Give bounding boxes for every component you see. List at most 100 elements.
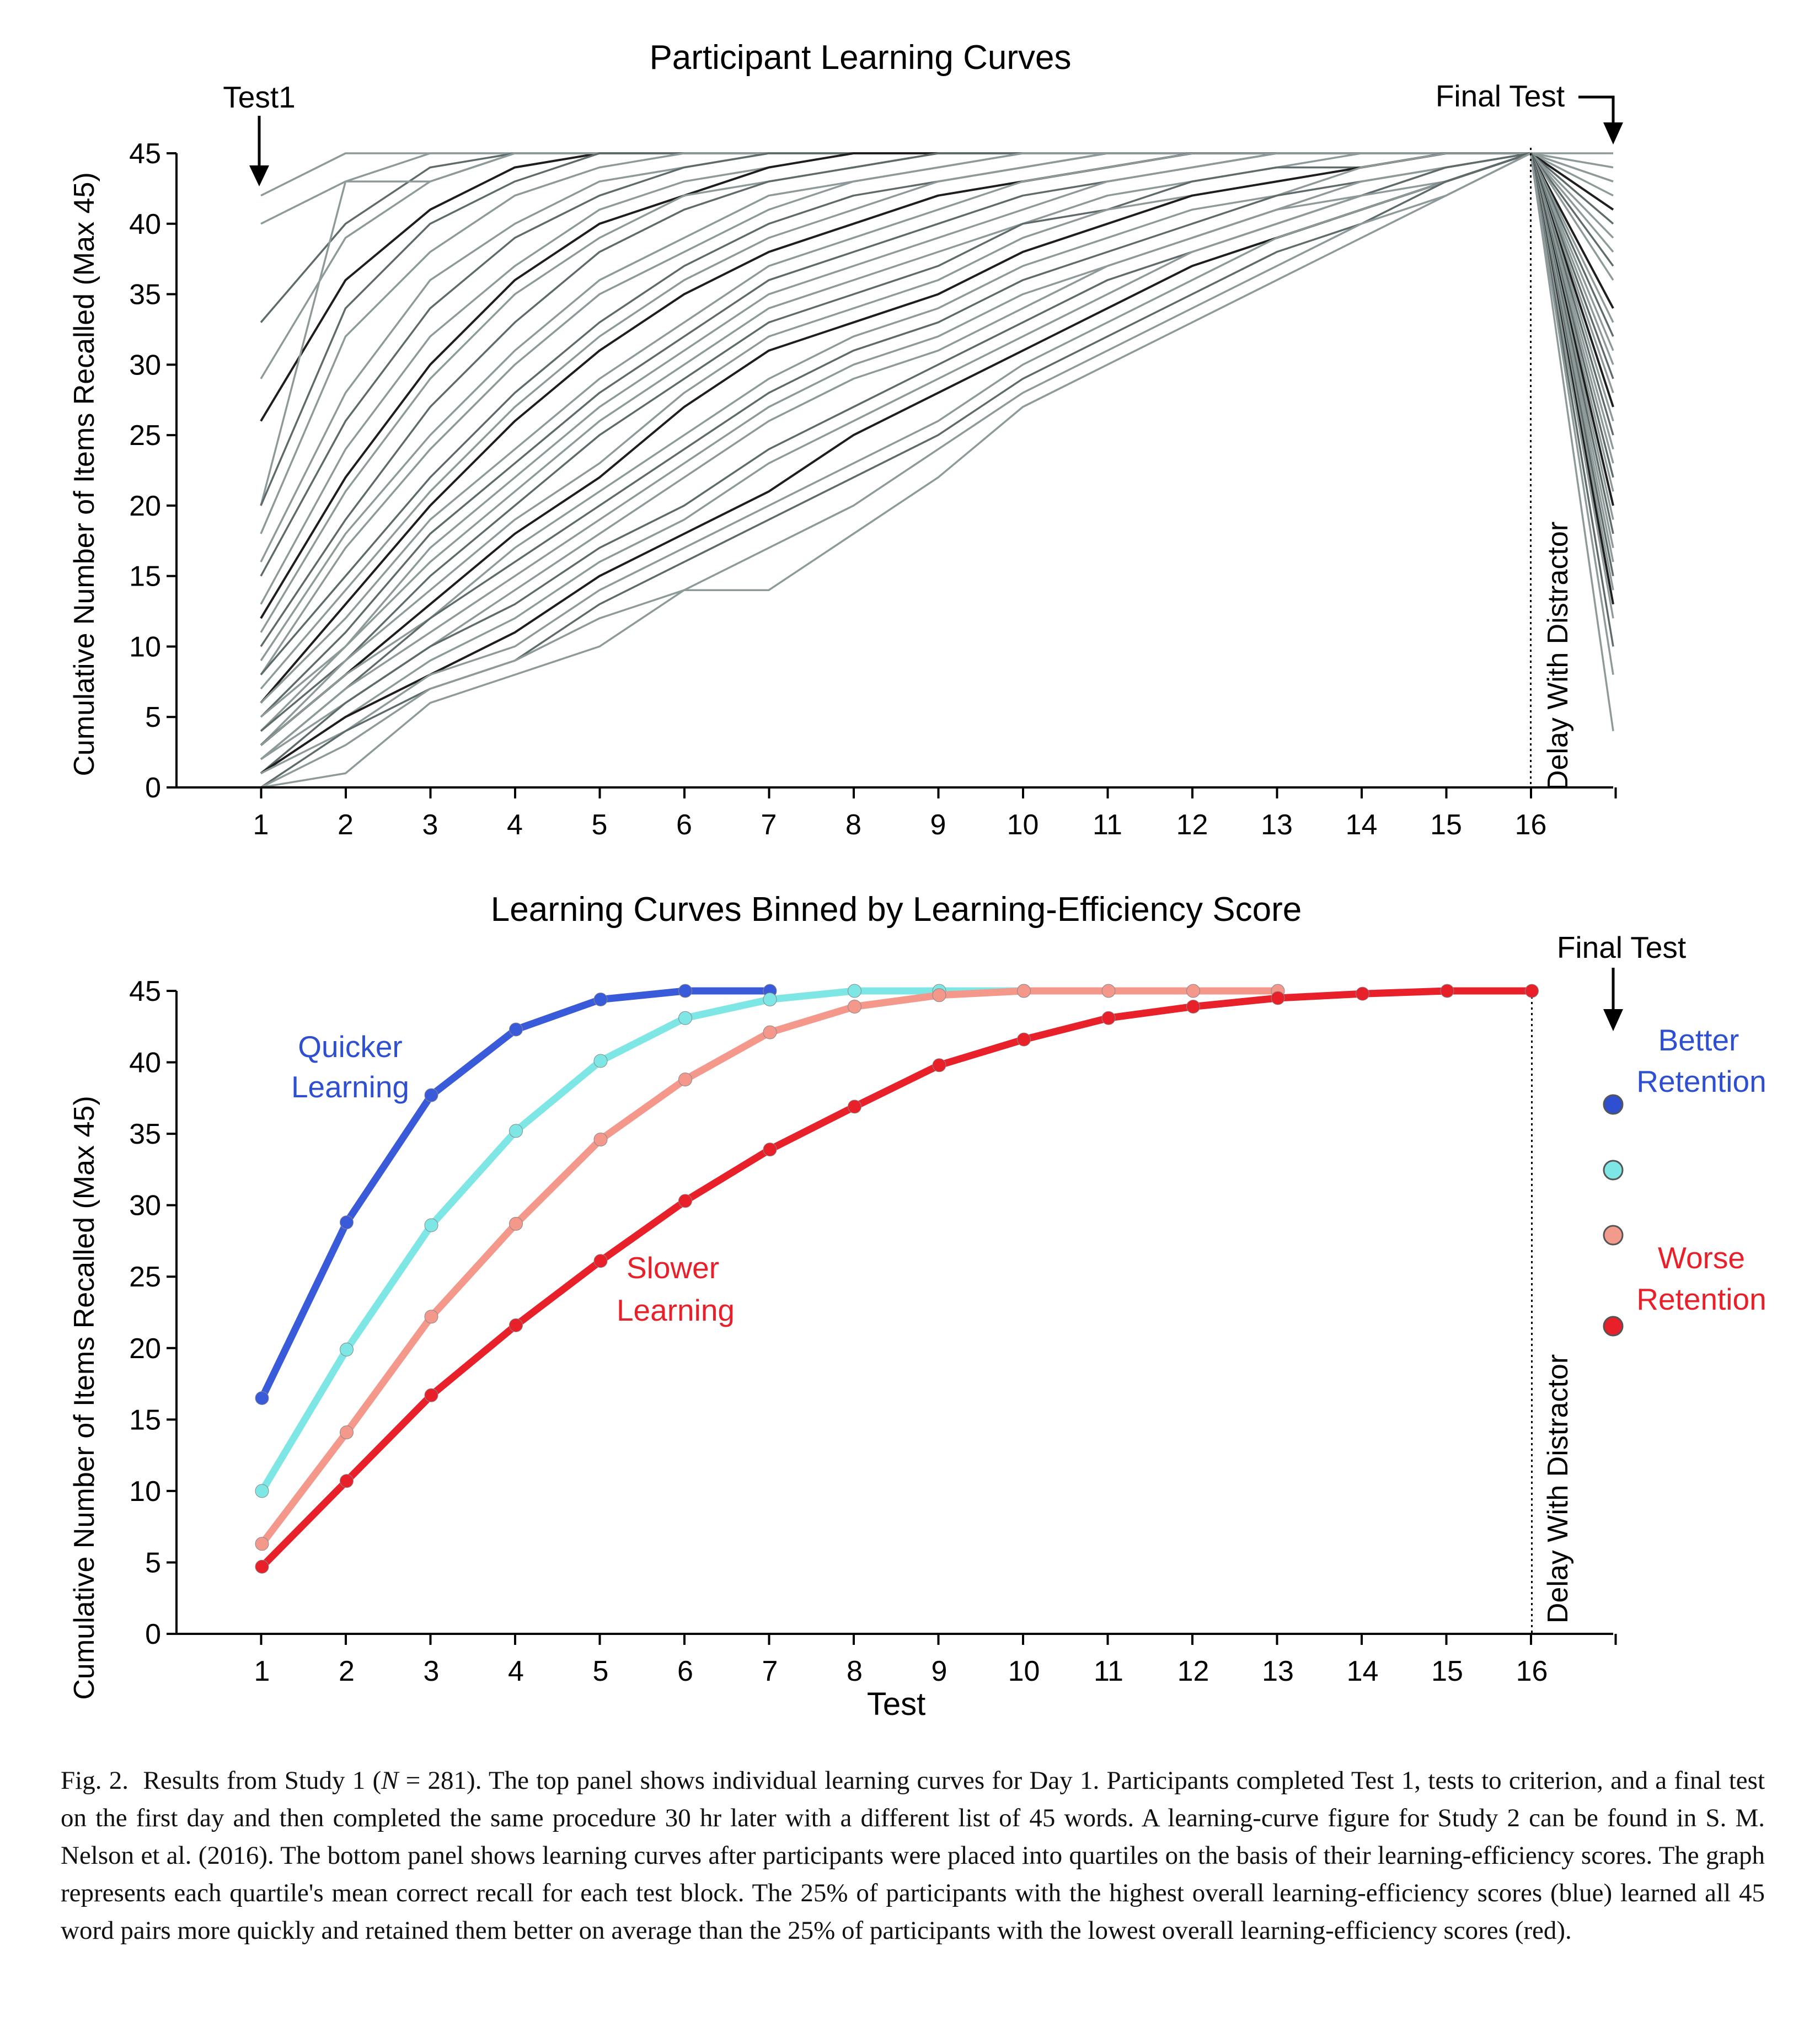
caption-n-symbol: N xyxy=(381,1766,399,1795)
x-tick-label: 3 xyxy=(424,1655,440,1687)
y-tick-label: 5 xyxy=(145,701,161,733)
x-tick-label: 6 xyxy=(676,809,692,841)
test1-annotation: Test1 xyxy=(223,80,295,114)
participant-curve xyxy=(260,152,1614,704)
slower-label-line2: Learning xyxy=(617,1293,735,1327)
x-tick-label: 5 xyxy=(593,1655,609,1687)
quartile-point xyxy=(763,1025,777,1039)
quartile-point xyxy=(424,1388,438,1402)
participant-curve xyxy=(260,152,1614,760)
y-tick-label: 45 xyxy=(129,138,161,170)
slower-label-line1: Slower xyxy=(627,1251,719,1285)
x-tick-label: 13 xyxy=(1261,809,1293,841)
participant-curve xyxy=(260,152,1614,647)
x-tick-label: 14 xyxy=(1347,1655,1379,1687)
y-tick-label: 35 xyxy=(129,1118,161,1150)
participant-learning-curves-chart: Participant Learning Curves Cumulative N… xyxy=(68,39,1623,841)
final-test-annotation: Final Test xyxy=(1436,79,1565,113)
y-tick-label: 25 xyxy=(129,1261,161,1293)
quartile-point xyxy=(593,1132,608,1146)
y-axis-label: Cumulative Number of Items Recalled (Max… xyxy=(68,172,100,776)
quartile-point xyxy=(1101,984,1116,998)
quartile-point xyxy=(763,1143,777,1157)
x-tick-label: 15 xyxy=(1430,809,1462,841)
participant-curve xyxy=(260,152,1614,732)
binned-learning-curves-chart: Learning Curves Binned by Learning-Effic… xyxy=(68,891,1767,1722)
quartile-point xyxy=(678,1073,692,1087)
y-tick-label: 40 xyxy=(129,1047,161,1079)
quartile-point xyxy=(255,1484,269,1498)
participant-lines xyxy=(260,152,1614,789)
quartile-point xyxy=(1186,984,1200,998)
quicker-label-line1: Quicker xyxy=(298,1029,403,1064)
participant-curve xyxy=(260,152,1614,760)
quartile-point xyxy=(509,1216,523,1231)
final-test-arrow-shaft xyxy=(1578,95,1615,122)
x-tick-label: 11 xyxy=(1093,809,1122,841)
x-tick-label: 3 xyxy=(422,809,438,841)
delay-annotation: Delay With Distractor xyxy=(1542,1354,1574,1623)
x-tick-label: 7 xyxy=(762,1655,778,1687)
quartile-point xyxy=(424,1218,438,1232)
better-retention-line2: Retention xyxy=(1636,1064,1766,1098)
participant-curve xyxy=(260,152,1614,789)
x-tick-label: 16 xyxy=(1516,1655,1548,1687)
x-tick-label: 10 xyxy=(1008,1655,1040,1687)
x-axis-label: Test xyxy=(867,1686,925,1722)
x-tick-label: 2 xyxy=(338,809,354,841)
chart-title: Learning Curves Binned by Learning-Effic… xyxy=(491,891,1302,929)
figure-caption: Fig. 2. Results from Study 1 (N = 281). … xyxy=(61,1762,1765,1949)
quicker-label-line2: Learning xyxy=(291,1070,409,1104)
quartile-point xyxy=(932,988,946,1002)
quartile-point xyxy=(593,993,608,1007)
quartile-point xyxy=(340,1474,354,1488)
quartile-point xyxy=(1017,1032,1031,1047)
test1-arrow-head-icon xyxy=(249,165,269,186)
y-tick-label: 15 xyxy=(129,561,161,593)
quartile-point xyxy=(509,1124,523,1138)
worse-retention-line2: Retention xyxy=(1636,1282,1766,1316)
quartile-point xyxy=(678,1011,692,1025)
y-tick-label: 30 xyxy=(129,1190,161,1222)
participant-curve xyxy=(260,152,1614,704)
x-tick-label: 16 xyxy=(1515,809,1547,841)
participant-curve xyxy=(260,152,1614,789)
x-tick-label: 13 xyxy=(1262,1655,1294,1687)
quartile-point xyxy=(1525,984,1539,998)
participant-curve xyxy=(260,152,1614,562)
y-tick-label: 10 xyxy=(129,631,161,663)
quartile-point xyxy=(848,1000,861,1014)
quartile-point xyxy=(1271,991,1285,1005)
final-test-arrow-head-icon xyxy=(1603,122,1623,144)
quartile-point xyxy=(678,984,692,998)
quartile-curve xyxy=(258,987,1027,1495)
participant-curve xyxy=(260,152,1614,774)
final-test-markers xyxy=(1603,1094,1624,1337)
participant-curve xyxy=(260,152,1614,774)
y-tick-label: 30 xyxy=(129,349,161,381)
quartile-point xyxy=(848,1100,861,1114)
quartile-point xyxy=(340,1425,354,1440)
quartile-point xyxy=(1440,984,1454,998)
final-retention-marker xyxy=(1603,1316,1624,1337)
x-tick-label: 12 xyxy=(1177,1655,1209,1687)
x-tick-label: 2 xyxy=(339,1655,355,1687)
final-retention-marker xyxy=(1603,1160,1624,1181)
y-tick-label: 0 xyxy=(145,1618,161,1650)
quartile-point xyxy=(255,1559,269,1574)
quartile-point xyxy=(763,993,777,1007)
final-retention-marker xyxy=(1603,1094,1624,1115)
quartile-point xyxy=(509,1022,523,1037)
y-axis-label: Cumulative Number of Items Recalled (Max… xyxy=(68,1096,100,1699)
x-tick-label: 10 xyxy=(1007,809,1039,841)
quartile-point xyxy=(1186,1000,1200,1014)
participant-curve xyxy=(260,152,1614,774)
quartile-lines xyxy=(255,984,1539,1574)
y-tick-label: 25 xyxy=(129,420,161,452)
y-tick-label: 35 xyxy=(129,279,161,311)
caption-label: Fig. 2. xyxy=(61,1766,129,1795)
chart-title: Participant Learning Curves xyxy=(649,39,1071,77)
quartile-point xyxy=(593,1054,608,1068)
